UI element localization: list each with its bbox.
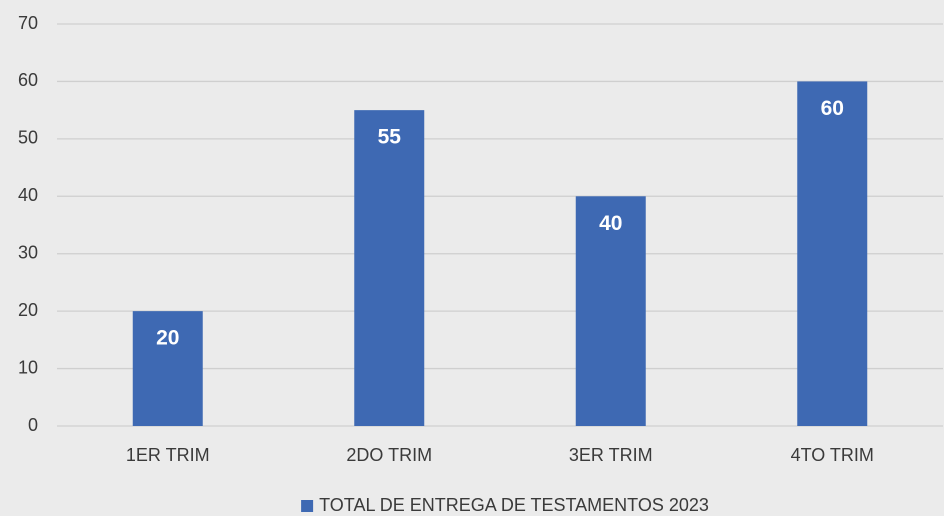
bar	[575, 196, 646, 426]
y-tick-label: 0	[28, 415, 38, 435]
y-tick-label: 10	[18, 357, 38, 377]
bar	[132, 311, 203, 426]
x-tick-label: 2DO TRIM	[346, 445, 432, 465]
y-tick-label: 20	[18, 300, 38, 320]
y-tick-label: 70	[18, 13, 38, 33]
x-tick-label: 3ER TRIM	[569, 445, 653, 465]
legend-label: TOTAL DE ENTREGA DE TESTAMENTOS 2023	[319, 495, 709, 515]
data-label: 20	[156, 327, 179, 350]
y-tick-label: 50	[18, 128, 38, 148]
data-label: 60	[821, 97, 844, 120]
bar	[797, 81, 868, 426]
y-tick-label: 40	[18, 185, 38, 205]
y-tick-label: 30	[18, 242, 38, 262]
y-tick-label: 60	[18, 70, 38, 90]
x-tick-label: 4TO TRIM	[791, 445, 874, 465]
x-tick-label: 1ER TRIM	[126, 445, 210, 465]
legend-swatch	[301, 500, 314, 512]
bar	[354, 110, 425, 427]
data-label: 40	[599, 212, 622, 235]
data-label: 55	[378, 126, 402, 149]
